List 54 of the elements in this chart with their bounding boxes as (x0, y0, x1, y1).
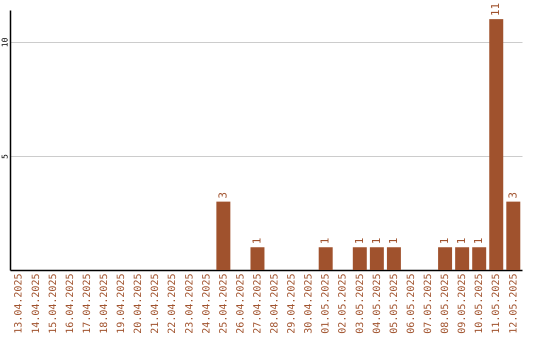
bar (438, 247, 452, 270)
data-label: 1 (438, 238, 452, 244)
x-tick-label: 03.05.2025 (354, 274, 366, 334)
bar (250, 247, 264, 270)
data-label: 11 (489, 2, 502, 16)
x-tick-label: 29.04.2025 (286, 274, 298, 334)
x-tick-label: 04.05.2025 (372, 274, 383, 334)
data-label: 1 (386, 238, 400, 244)
x-tick-label: 23.04.2025 (184, 274, 196, 334)
bar (352, 247, 367, 270)
x-tick-label: 30.04.2025 (304, 274, 315, 334)
x-tick-label: 13.04.2025 (14, 274, 25, 334)
data-label: 1 (455, 238, 468, 244)
x-tick-label: 09.05.2025 (457, 274, 468, 334)
data-label: 1 (472, 238, 486, 244)
bar (472, 247, 486, 270)
bar (386, 247, 401, 270)
data-label: 1 (370, 238, 383, 244)
x-tick-label: 25.04.2025 (218, 274, 230, 334)
data-label: 1 (250, 238, 264, 244)
bar (455, 247, 470, 270)
x-tick-label: 18.04.2025 (98, 274, 110, 334)
bar (506, 202, 520, 270)
y-tick-label: 10 (0, 37, 10, 48)
y-tick-label: 5 (0, 154, 10, 159)
data-label: 1 (318, 238, 332, 244)
bar (318, 247, 333, 270)
x-tick-label: 27.04.2025 (252, 274, 264, 334)
data-label: 3 (506, 192, 520, 199)
x-tick-label: 24.04.2025 (201, 274, 212, 334)
x-tick-label: 17.04.2025 (82, 274, 93, 334)
x-tick-label: 06.05.2025 (406, 274, 417, 334)
x-tick-label: 16.04.2025 (64, 274, 76, 334)
x-tick-label: 12.05.2025 (508, 274, 520, 334)
x-tick-label: 10.05.2025 (474, 274, 486, 334)
x-tick-label: 07.05.2025 (423, 274, 434, 334)
x-tick-label: 11.05.2025 (491, 274, 502, 334)
x-tick-label: 01.05.2025 (320, 274, 332, 334)
x-tick-label: 20.04.2025 (133, 274, 144, 334)
x-tick-label: 15.04.2025 (48, 274, 59, 334)
x-tick-label: 28.04.2025 (270, 274, 281, 334)
x-tick-label: 22.04.2025 (167, 274, 178, 334)
x-tick-label: 14.04.2025 (30, 274, 42, 334)
bar (370, 247, 384, 270)
x-tick-label: 26.04.2025 (235, 274, 246, 334)
bar (216, 202, 230, 270)
bar (489, 19, 504, 270)
data-label: 3 (216, 192, 230, 199)
x-tick-label: 02.05.2025 (338, 274, 349, 334)
x-tick-label: 19.04.2025 (116, 274, 128, 334)
x-tick-label: 08.05.2025 (440, 274, 452, 334)
data-label: 1 (352, 238, 366, 244)
x-tick-label: 21.04.2025 (150, 274, 162, 334)
x-tick-label: 05.05.2025 (388, 274, 400, 334)
